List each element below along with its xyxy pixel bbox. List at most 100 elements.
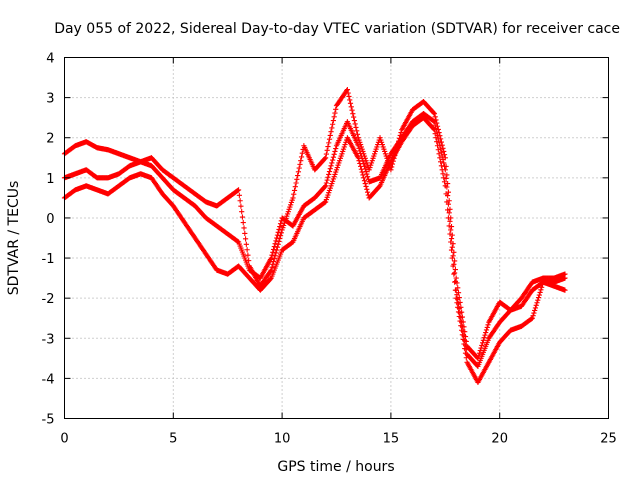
data-point xyxy=(325,192,331,198)
data-point xyxy=(435,136,441,142)
data-point xyxy=(431,110,437,116)
data-point xyxy=(333,106,339,112)
data-point xyxy=(350,111,356,117)
data-point xyxy=(382,148,388,155)
data-point xyxy=(431,111,438,117)
data-point xyxy=(366,167,372,173)
data-point xyxy=(434,143,441,149)
y-tick-label: 4 xyxy=(46,52,54,67)
data-point xyxy=(238,203,244,209)
data-point xyxy=(235,187,242,193)
data-point xyxy=(270,246,277,253)
data-point xyxy=(294,176,300,182)
data-point xyxy=(363,183,369,190)
data-point xyxy=(277,235,283,242)
data-point xyxy=(329,125,335,131)
data-point xyxy=(371,151,378,157)
y-tick-label: -3 xyxy=(42,332,55,347)
data-point xyxy=(539,284,545,290)
data-point xyxy=(362,180,368,187)
data-point xyxy=(482,332,488,338)
data-point xyxy=(442,183,448,189)
data-point xyxy=(364,174,371,180)
data-point xyxy=(295,169,302,175)
data-point xyxy=(239,214,246,220)
data-point xyxy=(270,258,277,265)
data-point xyxy=(295,172,301,179)
data-point xyxy=(326,136,333,142)
data-point xyxy=(373,146,379,152)
data-point xyxy=(454,292,460,298)
data-point xyxy=(240,219,246,226)
data-point xyxy=(535,294,542,301)
data-point xyxy=(270,249,276,255)
y-tick-label: 2 xyxy=(46,132,54,147)
axis-ticks xyxy=(64,57,609,419)
data-point xyxy=(267,268,274,274)
data-point xyxy=(328,183,334,189)
data-point xyxy=(363,168,369,175)
data-point xyxy=(324,194,330,200)
data-point xyxy=(326,140,332,146)
series-2-marks xyxy=(61,111,568,369)
data-point xyxy=(453,275,459,281)
data-point xyxy=(334,164,340,171)
data-point xyxy=(322,156,328,162)
data-point xyxy=(453,295,459,301)
data-point xyxy=(452,278,459,285)
data-point xyxy=(274,235,280,241)
data-point xyxy=(443,191,449,197)
data-point xyxy=(455,304,461,310)
data-point xyxy=(357,148,363,154)
data-point xyxy=(242,236,249,242)
data-point xyxy=(441,148,447,155)
data-point xyxy=(276,226,282,233)
data-point xyxy=(280,225,286,231)
data-point xyxy=(452,279,458,285)
data-point xyxy=(289,197,295,203)
data-point xyxy=(357,150,364,157)
data-point xyxy=(452,287,459,293)
data-point xyxy=(291,187,298,194)
data-point xyxy=(345,90,351,96)
data-point xyxy=(530,313,536,319)
data-point xyxy=(284,213,290,219)
data-point xyxy=(346,93,352,100)
data-point xyxy=(333,169,339,175)
data-point xyxy=(360,158,366,164)
data-point xyxy=(380,144,386,150)
data-point xyxy=(438,159,444,165)
data-point xyxy=(330,157,336,163)
data-point xyxy=(456,313,462,320)
data-point xyxy=(323,183,329,189)
data-point xyxy=(370,155,376,161)
data-point xyxy=(288,199,295,206)
data-point xyxy=(298,154,305,160)
y-axis-label: SDTVAR / TECUs xyxy=(6,181,22,296)
x-tick-label: 5 xyxy=(169,432,177,447)
data-point xyxy=(454,300,460,306)
data-point xyxy=(278,230,284,236)
data-point xyxy=(533,302,539,308)
data-point xyxy=(448,239,454,245)
data-point xyxy=(449,232,455,238)
data-point xyxy=(462,345,468,352)
data-point xyxy=(367,164,373,171)
data-point xyxy=(459,332,465,338)
data-point xyxy=(269,252,275,258)
data-point xyxy=(274,232,281,238)
data-point xyxy=(485,322,491,328)
data-point xyxy=(288,202,294,208)
data-point xyxy=(299,150,305,156)
data-point xyxy=(291,191,297,197)
data-point xyxy=(372,148,378,155)
data-point xyxy=(340,148,346,155)
data-point xyxy=(272,253,278,259)
data-point xyxy=(536,292,542,298)
data-point xyxy=(446,223,452,229)
data-point xyxy=(431,126,437,132)
x-tick-label: 15 xyxy=(383,432,400,447)
data-point xyxy=(451,249,457,255)
data-point xyxy=(355,143,361,149)
